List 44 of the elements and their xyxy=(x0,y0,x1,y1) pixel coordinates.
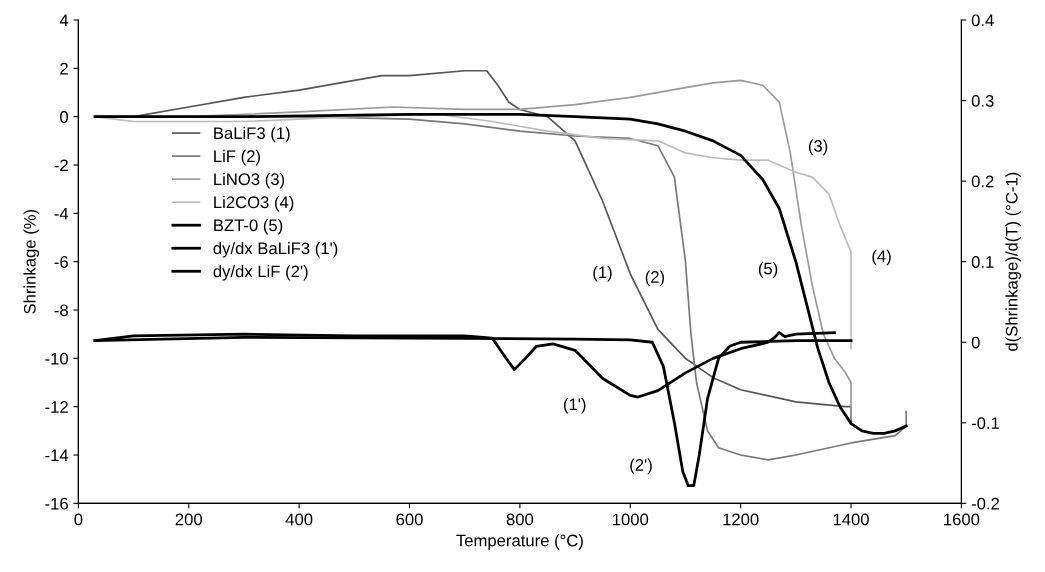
annotation: (5) xyxy=(758,262,778,278)
x-tick-label: 600 xyxy=(396,513,423,526)
y2-tick-label: 0.2 xyxy=(971,175,994,188)
y-tick-label: 2 xyxy=(60,62,68,75)
legend-label: Li2CO3 (4) xyxy=(214,195,294,212)
legend-label: dy/dx BaLiF3 (1') xyxy=(213,241,338,258)
y-tick-label: -8 xyxy=(54,304,68,317)
y2-tick-label: -0.1 xyxy=(971,417,1000,430)
x-tick-label: 1000 xyxy=(613,513,649,526)
y2-tick-label: 0.3 xyxy=(971,94,994,107)
x-tick-label: 1400 xyxy=(833,513,869,526)
y-tick-label: 4 xyxy=(59,14,69,27)
x-tick-label: 1200 xyxy=(723,513,759,526)
y-tick-label: -10 xyxy=(45,352,68,365)
annotation: (1') xyxy=(563,397,586,414)
legend-label: LiNO3 (3) xyxy=(214,172,285,189)
legend-label: BaLiF3 (1) xyxy=(214,126,290,143)
x-tick-label: 200 xyxy=(175,513,203,526)
legend-label: BZT-0 (5) xyxy=(214,218,283,235)
y-tick-label: 0 xyxy=(60,111,68,123)
x-axis-title: Temperature (°C) xyxy=(456,534,583,550)
annotation: (3) xyxy=(808,139,828,156)
y2-tick-label: 0.1 xyxy=(971,256,994,268)
y-axis-title: Shrinkage (%) xyxy=(23,209,40,314)
y-tick-label: -4 xyxy=(54,207,69,220)
x-tick-label: 1600 xyxy=(944,513,980,526)
y-tick-label: -16 xyxy=(45,497,68,510)
y-tick-label: -2 xyxy=(54,159,68,172)
y-tick-label: -12 xyxy=(45,401,68,413)
y-tick-label: -14 xyxy=(45,449,69,462)
annotation: (2') xyxy=(630,458,652,475)
legend-label: LiF (2) xyxy=(214,149,260,166)
y-tick-label: -6 xyxy=(54,256,68,268)
annotation: (1) xyxy=(593,266,612,282)
legend-label: dy/dx LiF (2') xyxy=(213,265,308,281)
x-tick-label: 800 xyxy=(506,513,534,526)
x-tick-label: 0 xyxy=(74,513,83,526)
x-tick-label: 400 xyxy=(285,513,313,526)
annotation: (2) xyxy=(645,270,665,287)
y2-tick-label: 0.4 xyxy=(971,14,994,27)
y2-tick-label: -0.2 xyxy=(971,497,999,510)
y2-axis-title: d(Shrinkage)/d(T) (°C-1) xyxy=(1005,172,1021,351)
y2-tick-label: 0 xyxy=(971,336,980,349)
annotation: (4) xyxy=(872,249,891,266)
